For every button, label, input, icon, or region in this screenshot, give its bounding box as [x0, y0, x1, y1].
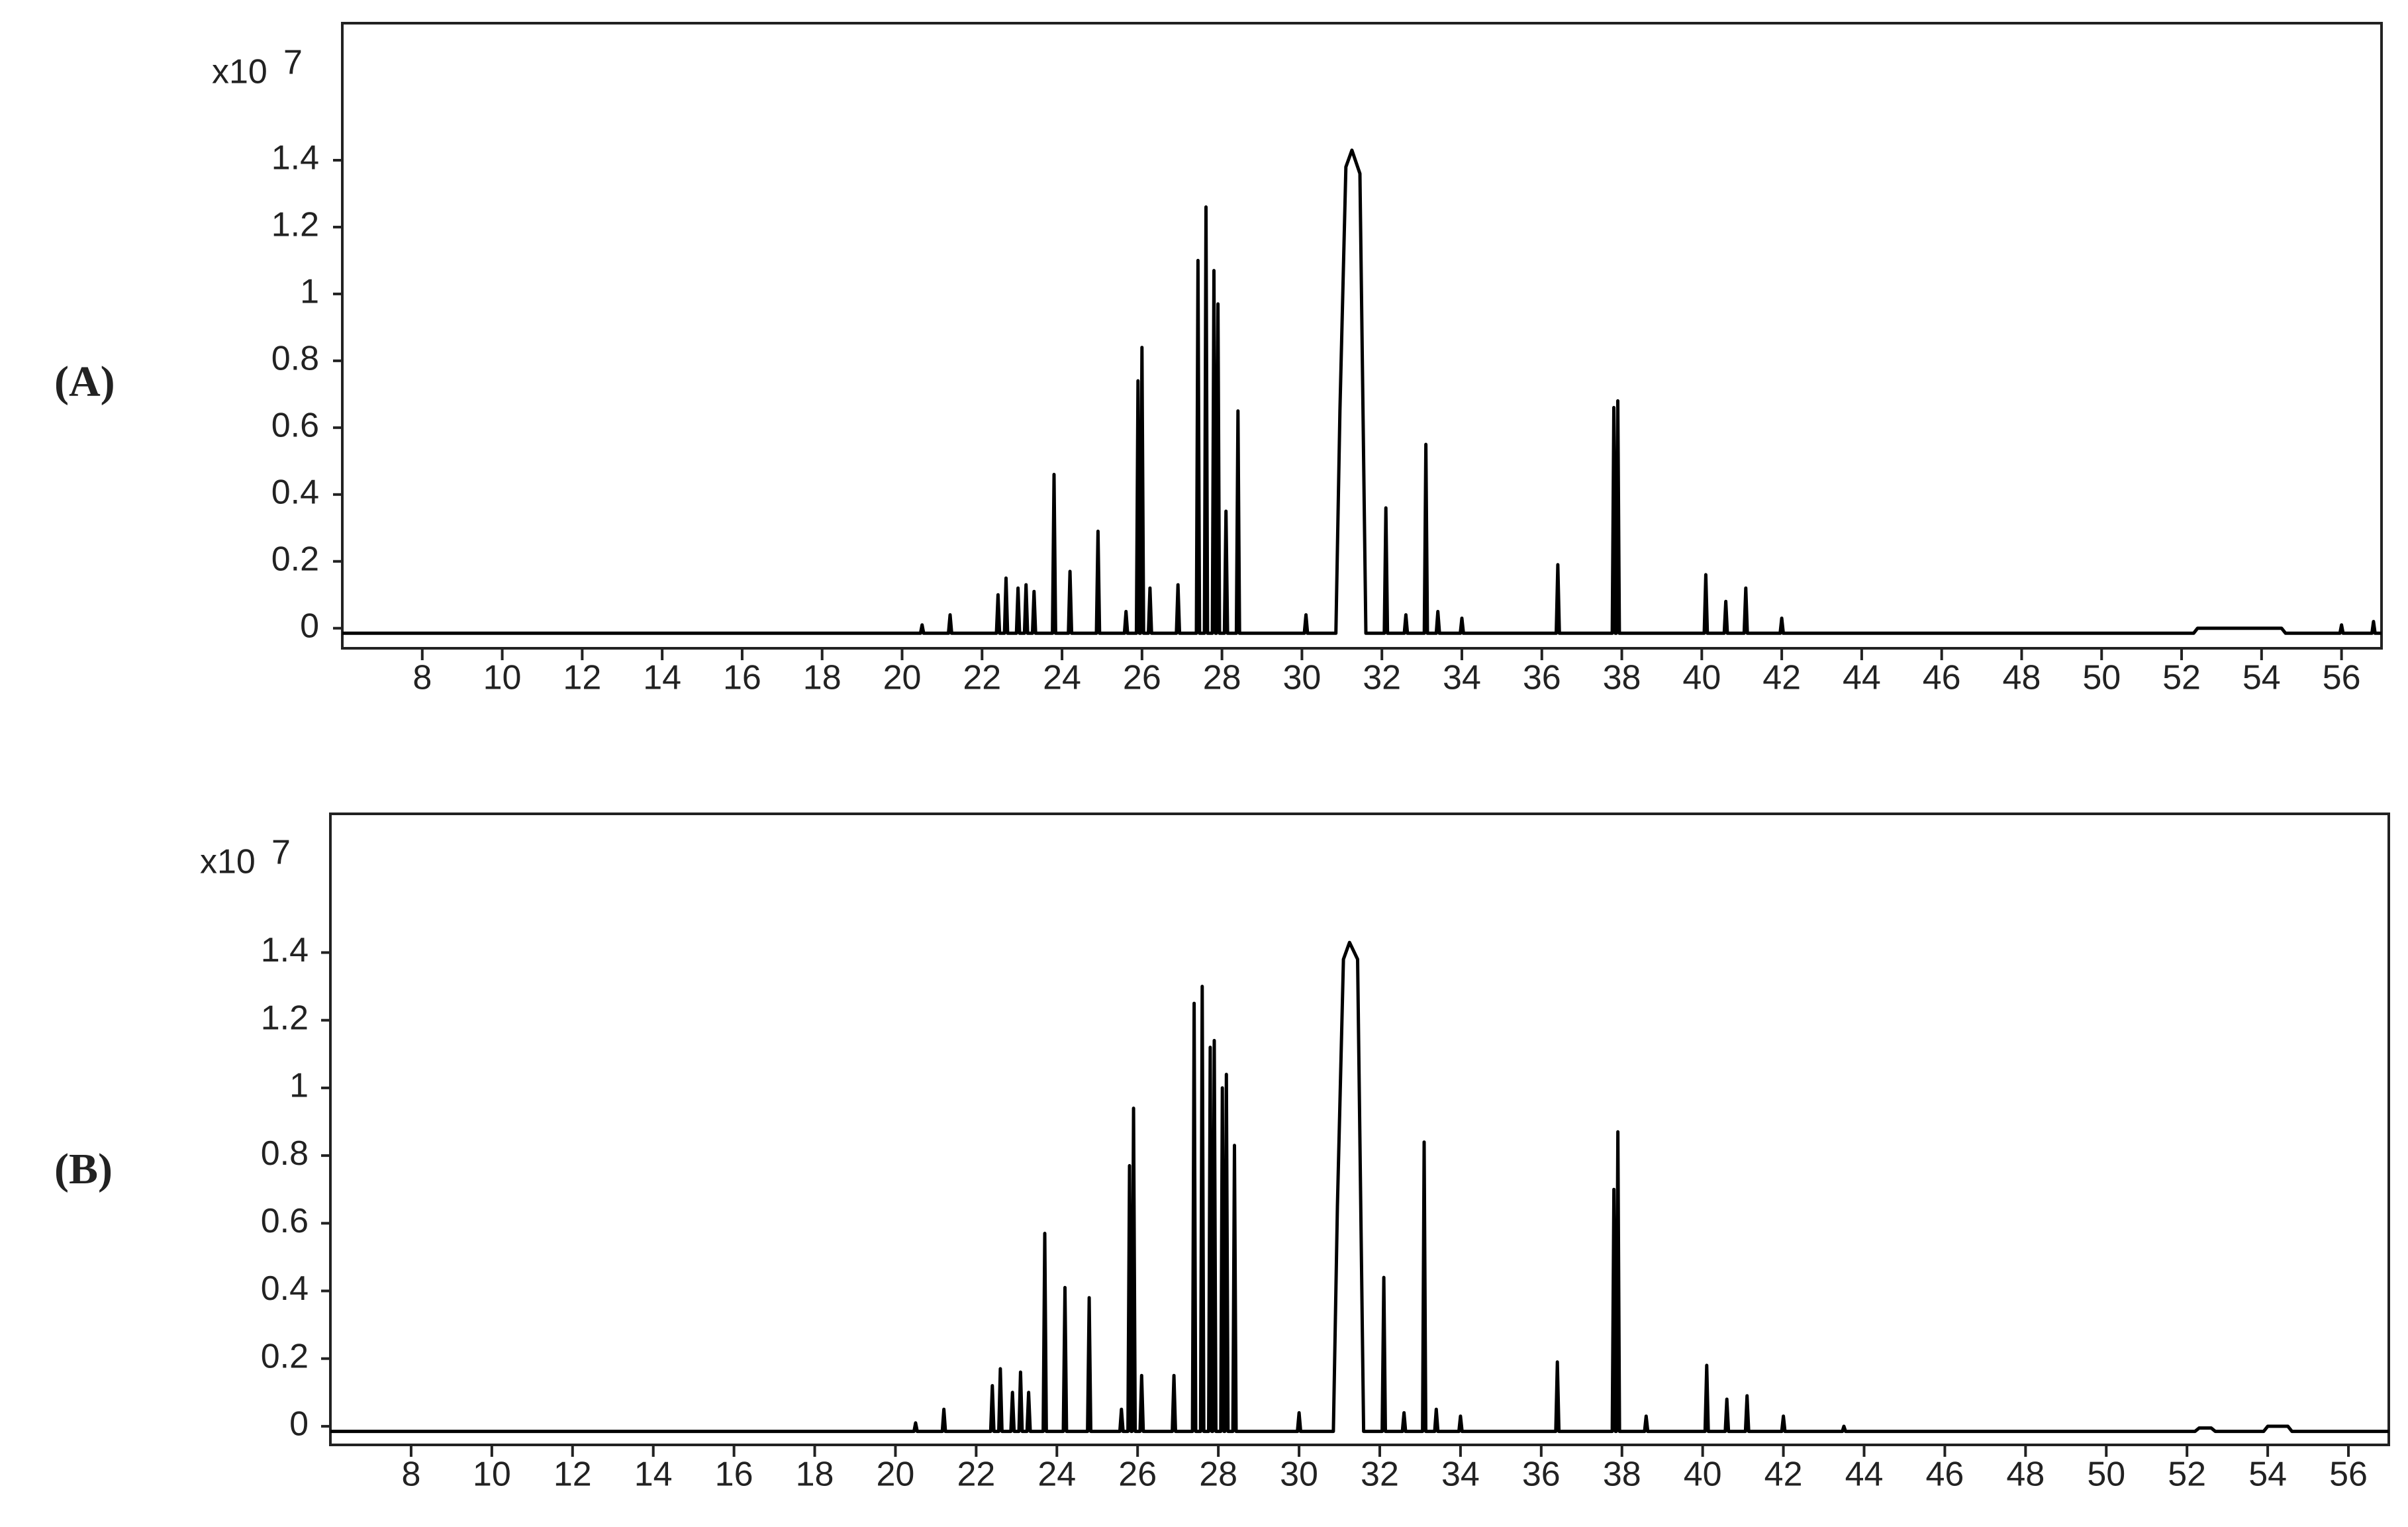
- x-tick-label: 18: [803, 659, 842, 697]
- y-tick-label: 0.6: [271, 407, 319, 445]
- x-tick-label: 16: [715, 1455, 753, 1494]
- x-tick-label: 8: [412, 659, 432, 697]
- x-tick-label: 34: [1443, 659, 1481, 697]
- y-tick-label: 0.4: [261, 1269, 309, 1308]
- x-tick-label: 34: [1441, 1455, 1480, 1494]
- x-tick-label: 38: [1603, 659, 1641, 697]
- y-tick-label: 1: [300, 273, 319, 311]
- x-tick-label: 28: [1199, 1455, 1237, 1494]
- x-tick-label: 46: [1923, 659, 1961, 697]
- x-tick-label: 24: [1037, 1455, 1076, 1494]
- x-tick-label: 22: [963, 659, 1001, 697]
- panel-label: (B): [54, 1145, 113, 1193]
- panel-label: (A): [54, 358, 115, 406]
- x-tick-label: 42: [1762, 659, 1801, 697]
- y-tick-label: 0.2: [271, 540, 319, 578]
- y-tick-label: 1.2: [271, 206, 319, 244]
- plot-frame: [329, 813, 2390, 1446]
- x-tick-label: 32: [1361, 1455, 1399, 1494]
- x-tick-label: 14: [634, 1455, 673, 1494]
- x-tick-label: 44: [1845, 1455, 1884, 1494]
- x-tick-label: 12: [554, 1455, 592, 1494]
- chart-panel: (A) x10 7 0 0.2 0.4 0.6 0.8 1 1.2 1.4 8 10 12 14 16 18 20…: [54, 22, 2383, 697]
- x-tick-label: 8: [401, 1455, 420, 1494]
- x-tick-label: 30: [1280, 1455, 1318, 1494]
- x-tick-label: 54: [2248, 1455, 2287, 1494]
- x-tick-label: 20: [877, 1455, 915, 1494]
- x-tick-label: 56: [2323, 659, 2361, 697]
- x-tick-label: 14: [643, 659, 681, 697]
- chart-panel: (B) x10 7 0 0.2 0.4 0.6 0.8 1 1.2 1.4 8 10 12 14 16 18 20…: [54, 813, 2390, 1494]
- x-tick-label: 42: [1764, 1455, 1803, 1494]
- x-tick-label: 12: [563, 659, 601, 697]
- plot-frame: [341, 22, 2383, 650]
- x-tick-label: 50: [2087, 1455, 2125, 1494]
- chromatogram-line: [330, 940, 2389, 1434]
- x-tick-label: 18: [796, 1455, 834, 1494]
- x-tick-label: 40: [1682, 659, 1721, 697]
- x-tick-label: 46: [1926, 1455, 1964, 1494]
- x-tick-label: 38: [1603, 1455, 1641, 1494]
- x-tick-label: 48: [2003, 659, 2041, 697]
- x-tick-label: 52: [2168, 1455, 2206, 1494]
- x-tick-label: 20: [883, 659, 922, 697]
- x-tick-label: 50: [2082, 659, 2121, 697]
- y-tick-label: 0: [289, 1405, 309, 1444]
- axis-multiplier: x10: [212, 53, 267, 91]
- axis-multiplier: x10: [200, 843, 256, 881]
- x-tick-label: 22: [957, 1455, 995, 1494]
- x-tick-label: 54: [2242, 659, 2281, 697]
- x-tick-label: 24: [1043, 659, 1081, 697]
- y-tick-label: 0: [300, 607, 319, 645]
- y-tick-label: 1.4: [271, 139, 319, 177]
- y-tick-label: 1: [289, 1067, 309, 1105]
- chromatogram-line: [342, 148, 2382, 635]
- x-tick-label: 10: [483, 659, 522, 697]
- x-tick-label: 48: [2006, 1455, 2045, 1494]
- x-tick-label: 26: [1118, 1455, 1157, 1494]
- x-tick-label: 52: [2162, 659, 2201, 697]
- x-tick-label: 36: [1523, 659, 1561, 697]
- y-tick-label: 0.2: [261, 1337, 309, 1375]
- x-tick-label: 32: [1363, 659, 1401, 697]
- x-tick-label: 28: [1203, 659, 1241, 697]
- x-tick-label: 56: [2329, 1455, 2368, 1494]
- y-tick-label: 0.6: [261, 1202, 309, 1240]
- y-tick-label: 1.4: [261, 931, 309, 969]
- x-tick-label: 26: [1123, 659, 1161, 697]
- y-tick-label: 0.8: [261, 1134, 309, 1173]
- x-tick-label: 44: [1843, 659, 1881, 697]
- axis-exponent: 7: [283, 44, 303, 82]
- y-tick-label: 0.4: [271, 473, 319, 512]
- axis-exponent: 7: [271, 834, 291, 872]
- y-tick-label: 1.2: [261, 999, 309, 1037]
- x-tick-label: 10: [473, 1455, 511, 1494]
- x-tick-label: 36: [1522, 1455, 1561, 1494]
- y-tick-label: 0.8: [271, 340, 319, 378]
- x-tick-label: 30: [1282, 659, 1321, 697]
- x-tick-label: 40: [1684, 1455, 1722, 1494]
- x-tick-label: 16: [723, 659, 761, 697]
